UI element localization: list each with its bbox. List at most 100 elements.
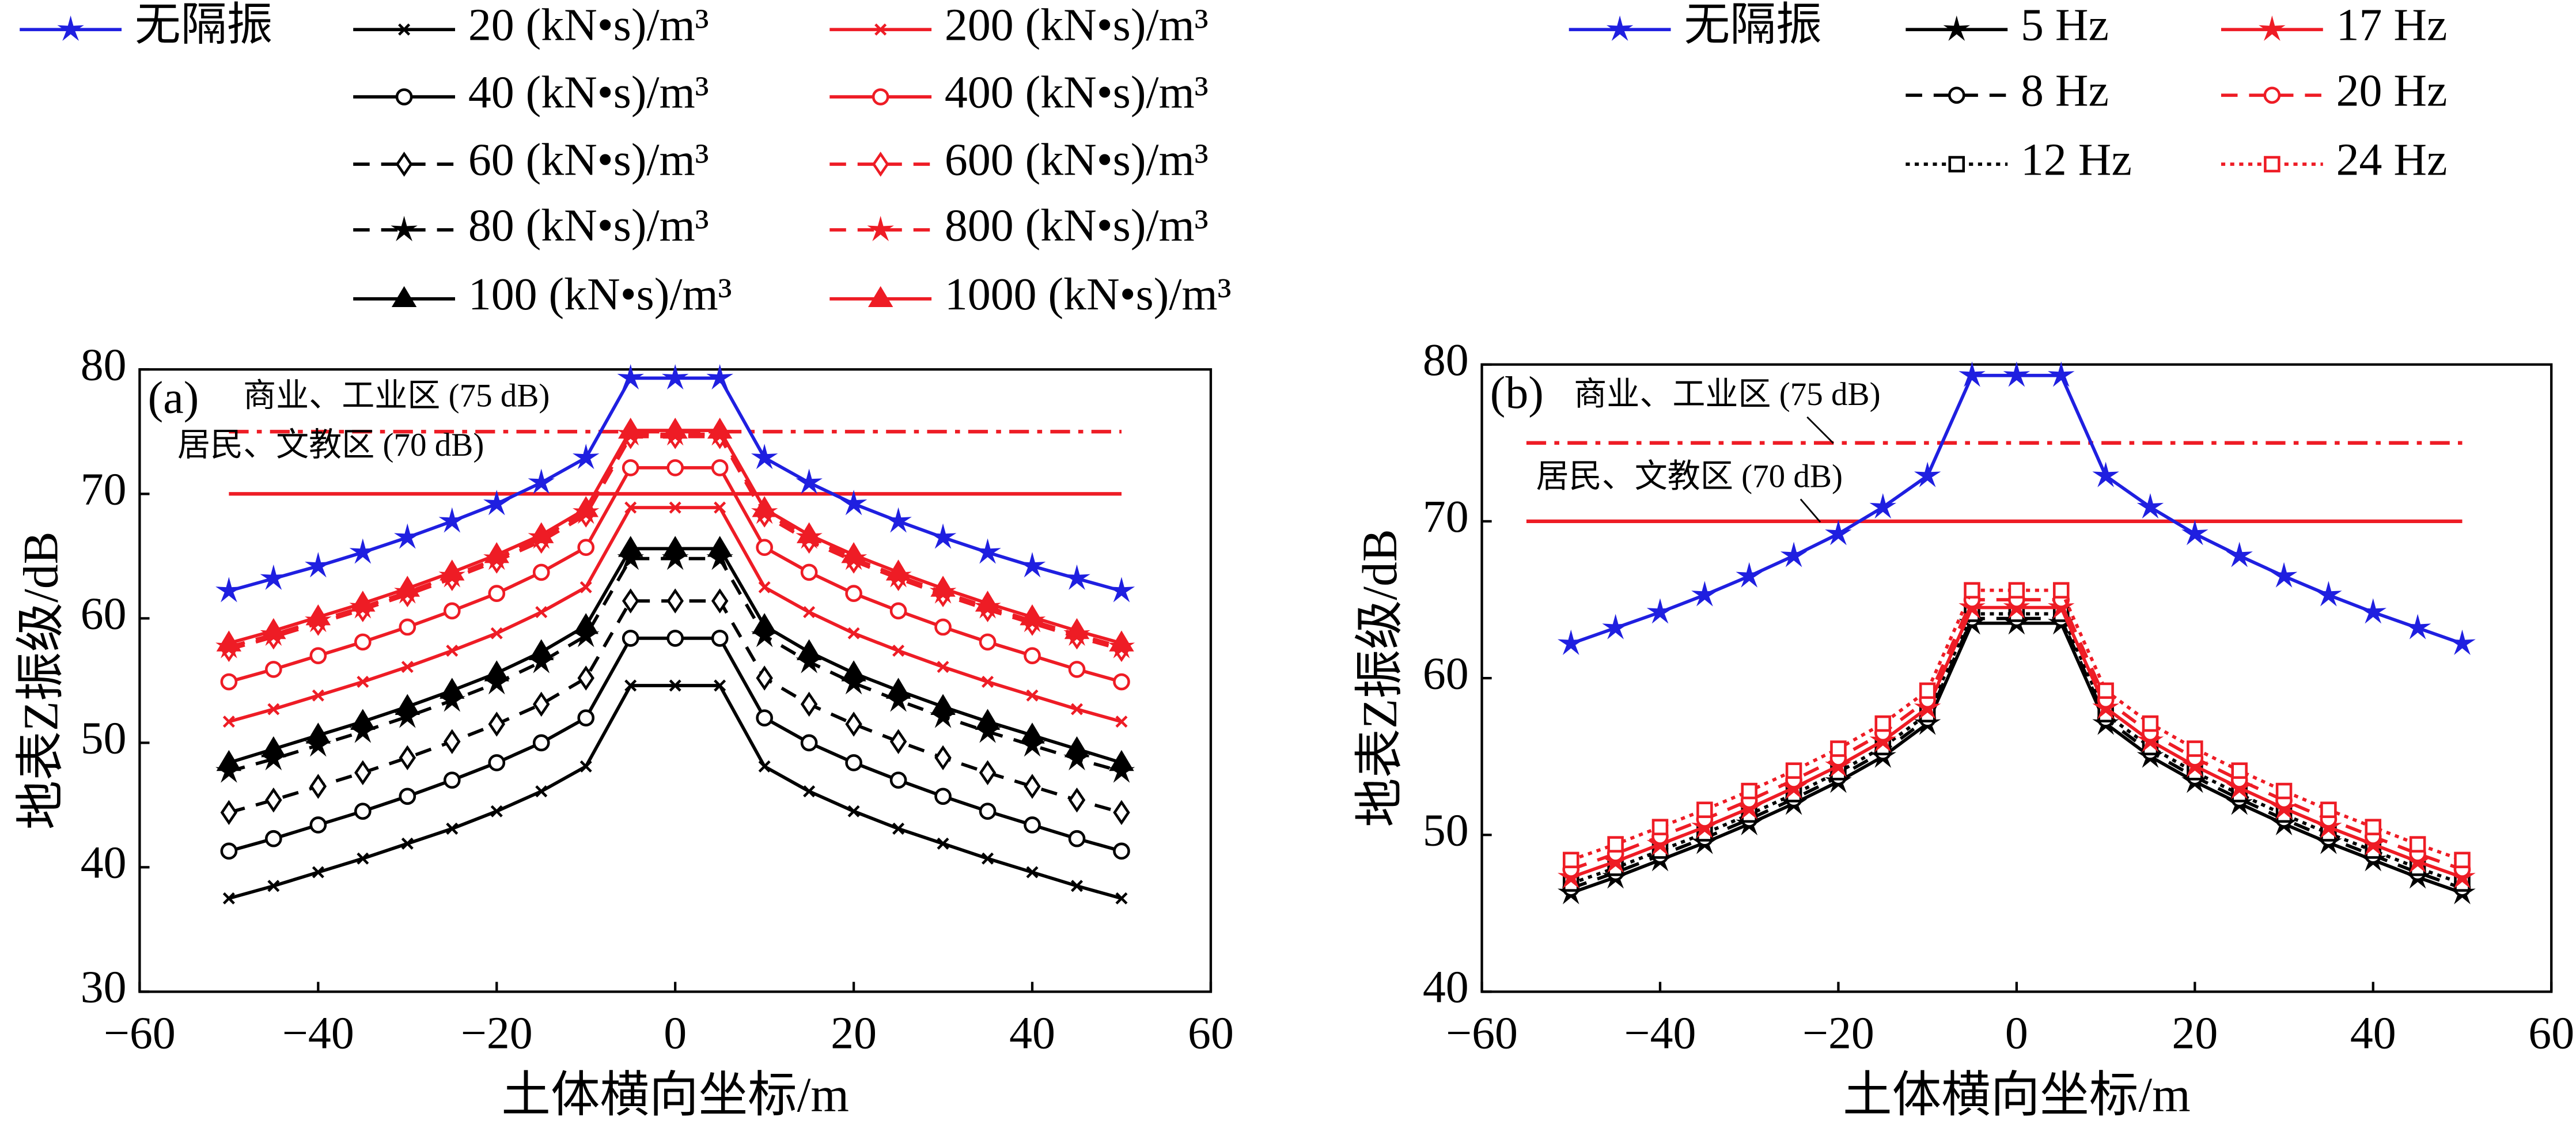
legend-marker [395, 88, 413, 105]
marker [1558, 629, 1585, 655]
marker [2275, 782, 2293, 800]
marker [1741, 782, 1757, 800]
marker [751, 444, 778, 470]
marker [1115, 716, 1128, 728]
marker [982, 852, 994, 865]
x-tick-label: −60 [104, 1008, 176, 1059]
marker [533, 691, 550, 717]
marker [349, 538, 377, 564]
marker [309, 774, 327, 799]
marker [847, 805, 860, 817]
legend-marker [57, 15, 84, 41]
marker [975, 709, 1001, 730]
marker [889, 771, 907, 789]
legend-marker [391, 215, 418, 241]
marker [982, 676, 994, 688]
marker [662, 536, 688, 557]
marker [1024, 647, 1041, 664]
marker [357, 676, 369, 688]
marker [1691, 581, 1718, 607]
marker [354, 760, 372, 785]
annotation-leader [1800, 498, 1821, 523]
marker [2187, 740, 2203, 757]
marker [484, 660, 509, 682]
marker [1068, 661, 1086, 678]
panel-label: (b) [1490, 368, 1544, 418]
marker [1109, 630, 1134, 652]
marker [666, 459, 684, 476]
panel: −60 −40 −20 0 20 40 60 40 50 60 70 80 土体横向坐标/m 地表Z振级/… [1353, 335, 2574, 1122]
marker [1026, 866, 1039, 879]
y-tick-label: 80 [1423, 335, 1469, 385]
marker [711, 588, 729, 614]
legend-item: 20 Hz [2221, 66, 2448, 116]
marker [711, 459, 729, 476]
legend-marker [1943, 15, 1971, 41]
marker [2003, 361, 2031, 387]
marker [752, 613, 777, 634]
legend-label: 600 (kN•s)/m³ [945, 134, 1209, 185]
legend-marker [2264, 156, 2280, 173]
marker [261, 736, 286, 758]
marker [841, 542, 866, 563]
annotation: 商业、工业区 (75 dB) [243, 378, 550, 414]
marker [622, 630, 639, 647]
series-line [1570, 612, 2463, 885]
marker [305, 722, 331, 744]
marker [803, 785, 816, 798]
marker [579, 760, 592, 773]
legend-label: 1000 (kN•s)/m³ [945, 269, 1232, 320]
legend-label: 400 (kN•s)/m³ [945, 67, 1209, 118]
marker [1785, 762, 1802, 779]
x-tick-label: −60 [1446, 1008, 1518, 1059]
marker [354, 803, 372, 820]
legend-item: 24 Hz [2221, 134, 2448, 185]
marker [885, 507, 912, 533]
marker [845, 711, 862, 737]
marker [1830, 740, 1847, 757]
marker [979, 633, 997, 651]
marker [1869, 493, 1897, 519]
marker [800, 563, 818, 581]
marker [395, 576, 421, 597]
legend-label: 5 Hz [2021, 0, 2109, 51]
legend-item: 5 Hz [1906, 0, 2109, 51]
marker [528, 468, 555, 494]
legend-marker [1606, 15, 1634, 41]
series-line [1570, 621, 2463, 895]
legend-item: 17 Hz [2221, 0, 2448, 51]
marker [1958, 361, 1986, 387]
legend-item: 12 Hz [1906, 134, 2132, 185]
marker [399, 745, 416, 771]
marker [1563, 851, 1579, 869]
legend-item: 40 (kN•s)/m³ [353, 67, 709, 118]
legend-label: 20 Hz [2336, 66, 2448, 116]
legend-label: 12 Hz [2021, 134, 2132, 185]
marker [2097, 682, 2114, 699]
legend-marker [398, 23, 411, 36]
x-tick-label: −40 [1624, 1008, 1696, 1059]
marker [974, 538, 1001, 564]
marker [617, 364, 644, 390]
legend-label: 8 Hz [2021, 66, 2109, 116]
marker [758, 760, 771, 773]
marker [669, 501, 681, 514]
marker [443, 771, 461, 789]
marker [1068, 788, 1086, 813]
marker [2315, 581, 2342, 607]
legend-item: 200 (kN•s)/m³ [829, 0, 1209, 51]
y-tick-label: 70 [1423, 491, 1469, 542]
marker [706, 364, 733, 390]
marker [2359, 598, 2387, 624]
marker [1607, 836, 1624, 853]
marker [889, 602, 907, 620]
marker [529, 639, 554, 660]
marker [395, 694, 421, 715]
legend-item: 1000 (kN•s)/m³ [829, 269, 1232, 320]
marker [979, 803, 997, 820]
y-tick-label: 60 [81, 589, 127, 639]
marker [1113, 842, 1130, 860]
marker [484, 542, 509, 563]
legend-marker [2259, 15, 2286, 41]
